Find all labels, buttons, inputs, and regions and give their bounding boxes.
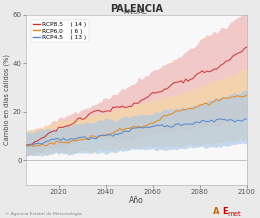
X-axis label: Año: Año [129,196,144,205]
Text: met: met [228,211,242,217]
Legend: RCP8.5    ( 14 ), RCP6.0    ( 6 ), RCP4.5    ( 13 ): RCP8.5 ( 14 ), RCP6.0 ( 6 ), RCP4.5 ( 13… [31,20,88,42]
Title: PALENCIA: PALENCIA [110,4,163,14]
Y-axis label: Cambio en dias cálidos (%): Cambio en dias cálidos (%) [4,54,11,145]
Text: © Agencia Estatal de Meteorología: © Agencia Estatal de Meteorología [5,212,82,216]
Text: A: A [213,207,220,216]
Text: E: E [222,207,228,216]
Text: ANUAL: ANUAL [125,9,148,15]
